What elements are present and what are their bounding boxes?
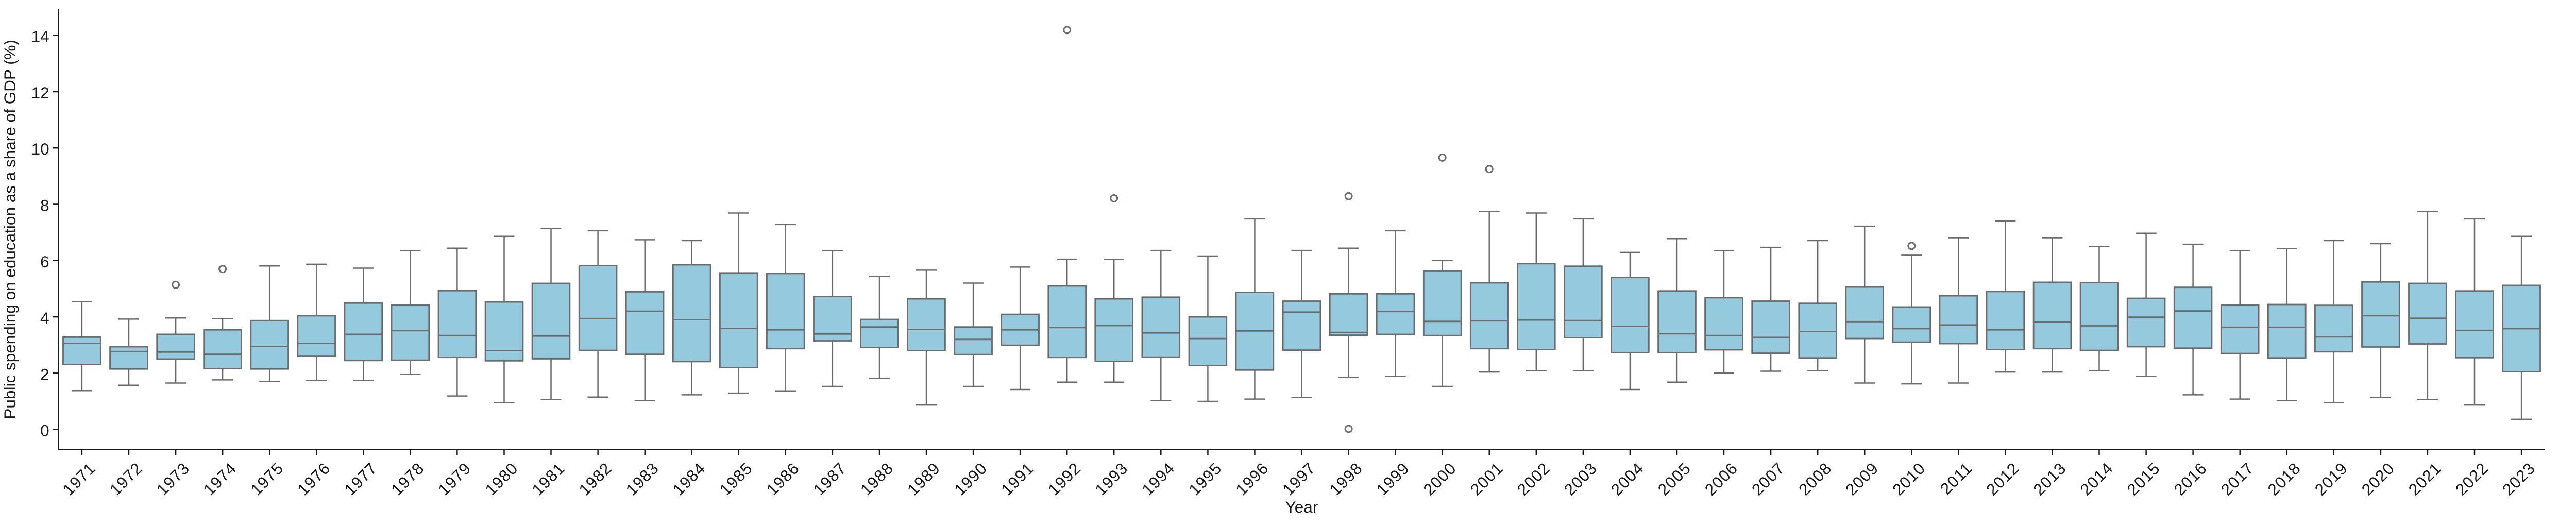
svg-text:Public spending on education a: Public spending on education as a share … xyxy=(1,40,19,419)
svg-text:Year: Year xyxy=(1285,498,1318,516)
svg-text:8: 8 xyxy=(40,196,49,215)
svg-text:0: 0 xyxy=(40,421,49,440)
svg-text:14: 14 xyxy=(31,27,49,46)
svg-text:10: 10 xyxy=(31,140,49,158)
svg-text:6: 6 xyxy=(40,252,49,271)
svg-text:12: 12 xyxy=(31,83,49,102)
svg-text:2: 2 xyxy=(40,365,49,383)
svg-text:4: 4 xyxy=(40,309,49,327)
